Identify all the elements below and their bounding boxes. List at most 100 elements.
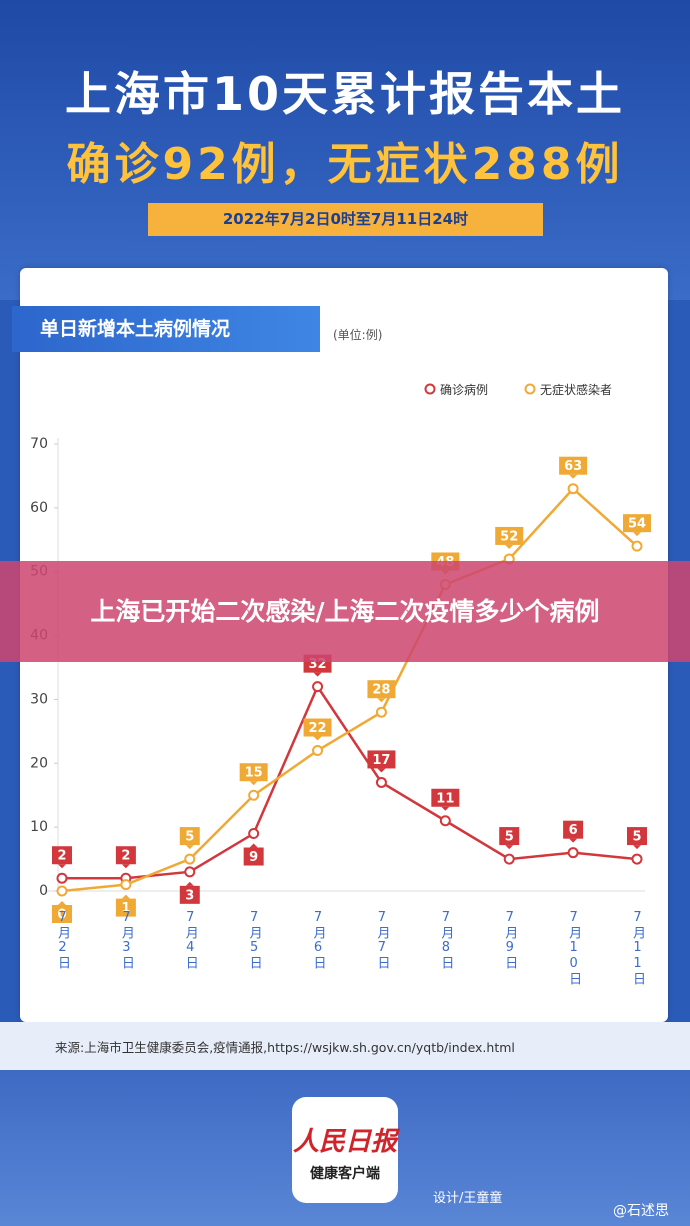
data-label-tip [249,843,258,848]
x-tick-label: 7月9日 [502,910,518,970]
data-label: 5 [185,830,194,845]
point [375,706,387,718]
data-label-bg [243,847,264,866]
data-label: 28 [372,683,390,698]
banner-text: 上海已开始二次感染/上海二次疫情多少个病例 [90,596,600,626]
x-tick-label: 7月5日 [246,910,262,970]
point [184,866,196,878]
point [120,879,132,891]
x-tick-label: 7月3日 [118,910,134,970]
data-label-tip [313,672,322,677]
data-label: 22 [309,721,327,736]
chart-title: 单日新增本土病例情况 [12,306,320,352]
data-label: 2 [57,849,66,864]
data-label: 1 [121,901,130,916]
data-label-bg [563,820,584,839]
data-label-tip [633,845,641,850]
data-label-bg [179,885,200,904]
title: 上海市10天累计报告本土 [64,67,625,121]
data-label-bg [52,846,72,865]
data-label-tip [505,845,514,850]
point [439,815,451,827]
data-label-tip [121,894,130,899]
data-label: 17 [372,753,390,768]
data-label-tip [505,544,514,549]
series-line [62,684,638,880]
data-label-bg [627,827,647,846]
unit-label: (单位:例) [333,328,383,342]
point [184,853,196,865]
data-label: 11 [436,791,454,806]
y-tick-label: 70 [30,436,48,452]
legend-marker [524,383,536,395]
point [56,885,68,897]
logo-app: 健康客户端 [310,1166,380,1182]
data-label-tip [249,781,258,786]
data-label: 5 [505,830,514,845]
data-label-tip [58,901,66,905]
data-label-tip [377,698,386,703]
data-label-tip [633,532,641,537]
point [56,872,68,884]
data-label: 3 [185,888,194,903]
data-label-bg [495,526,524,545]
data-label: 2 [121,849,130,864]
point [567,483,579,495]
logo: 人民日报 健康客户端 [292,1097,398,1203]
watermark: @石述思 [613,1203,669,1219]
source-band [0,1022,690,1070]
data-label-bg [559,456,588,475]
date-range: 2022年7月2日0时至7月11日24时 [148,203,543,236]
x-tick-label: 7月11日 [630,910,645,986]
x-tick-label: 7月6日 [310,910,326,970]
data-label-bg [115,846,136,865]
data-label: 54 [628,517,646,532]
data-label-tip [185,881,194,886]
data-label-bg [623,514,651,533]
data-label-tip [377,768,386,773]
point [503,853,515,865]
data-label-tip [441,806,450,811]
credit: 设计/王童童 [433,1191,503,1206]
data-label-tip [58,864,66,869]
data-label-tip [185,845,194,850]
data-label-bg [52,905,72,923]
y-tick-label: 60 [30,500,48,516]
point [248,789,260,801]
series-line [61,486,638,893]
legend-marker [424,383,436,395]
point [631,853,643,865]
y-tick-label: 30 [30,691,48,707]
data-label-tip [313,736,322,741]
point [567,847,579,859]
point [312,681,324,693]
data-label: 5 [632,830,641,845]
data-label: 0 [57,908,66,923]
data-label: 15 [245,766,263,781]
x-tick-label: 7月2日 [55,910,70,970]
y-tick-label: 10 [30,819,48,835]
data-label: 52 [500,529,518,544]
point [631,540,643,552]
x-tick-label: 7月8日 [438,910,454,970]
data-label-bg [239,763,268,782]
point [375,776,387,788]
data-label: 6 [569,823,578,838]
y-tick-label: 20 [30,755,48,771]
x-tick-label: 7月4日 [182,910,198,970]
data-label-bg [499,827,520,846]
data-label-bg [179,827,200,846]
data-label-bg [431,788,460,807]
data-label: 63 [564,459,582,474]
data-label-bg [303,718,332,737]
data-label-bg [115,898,136,917]
banner: 上海已开始二次感染/上海二次疫情多少个病例 [0,561,690,662]
header-background [0,0,690,300]
point [312,745,324,757]
data-label: 9 [249,850,258,865]
point [248,828,260,840]
subtitle: 确诊92例，无症状288例 [66,139,624,190]
legend-label: 确诊病例 [440,383,489,397]
data-label-tip [569,474,578,479]
